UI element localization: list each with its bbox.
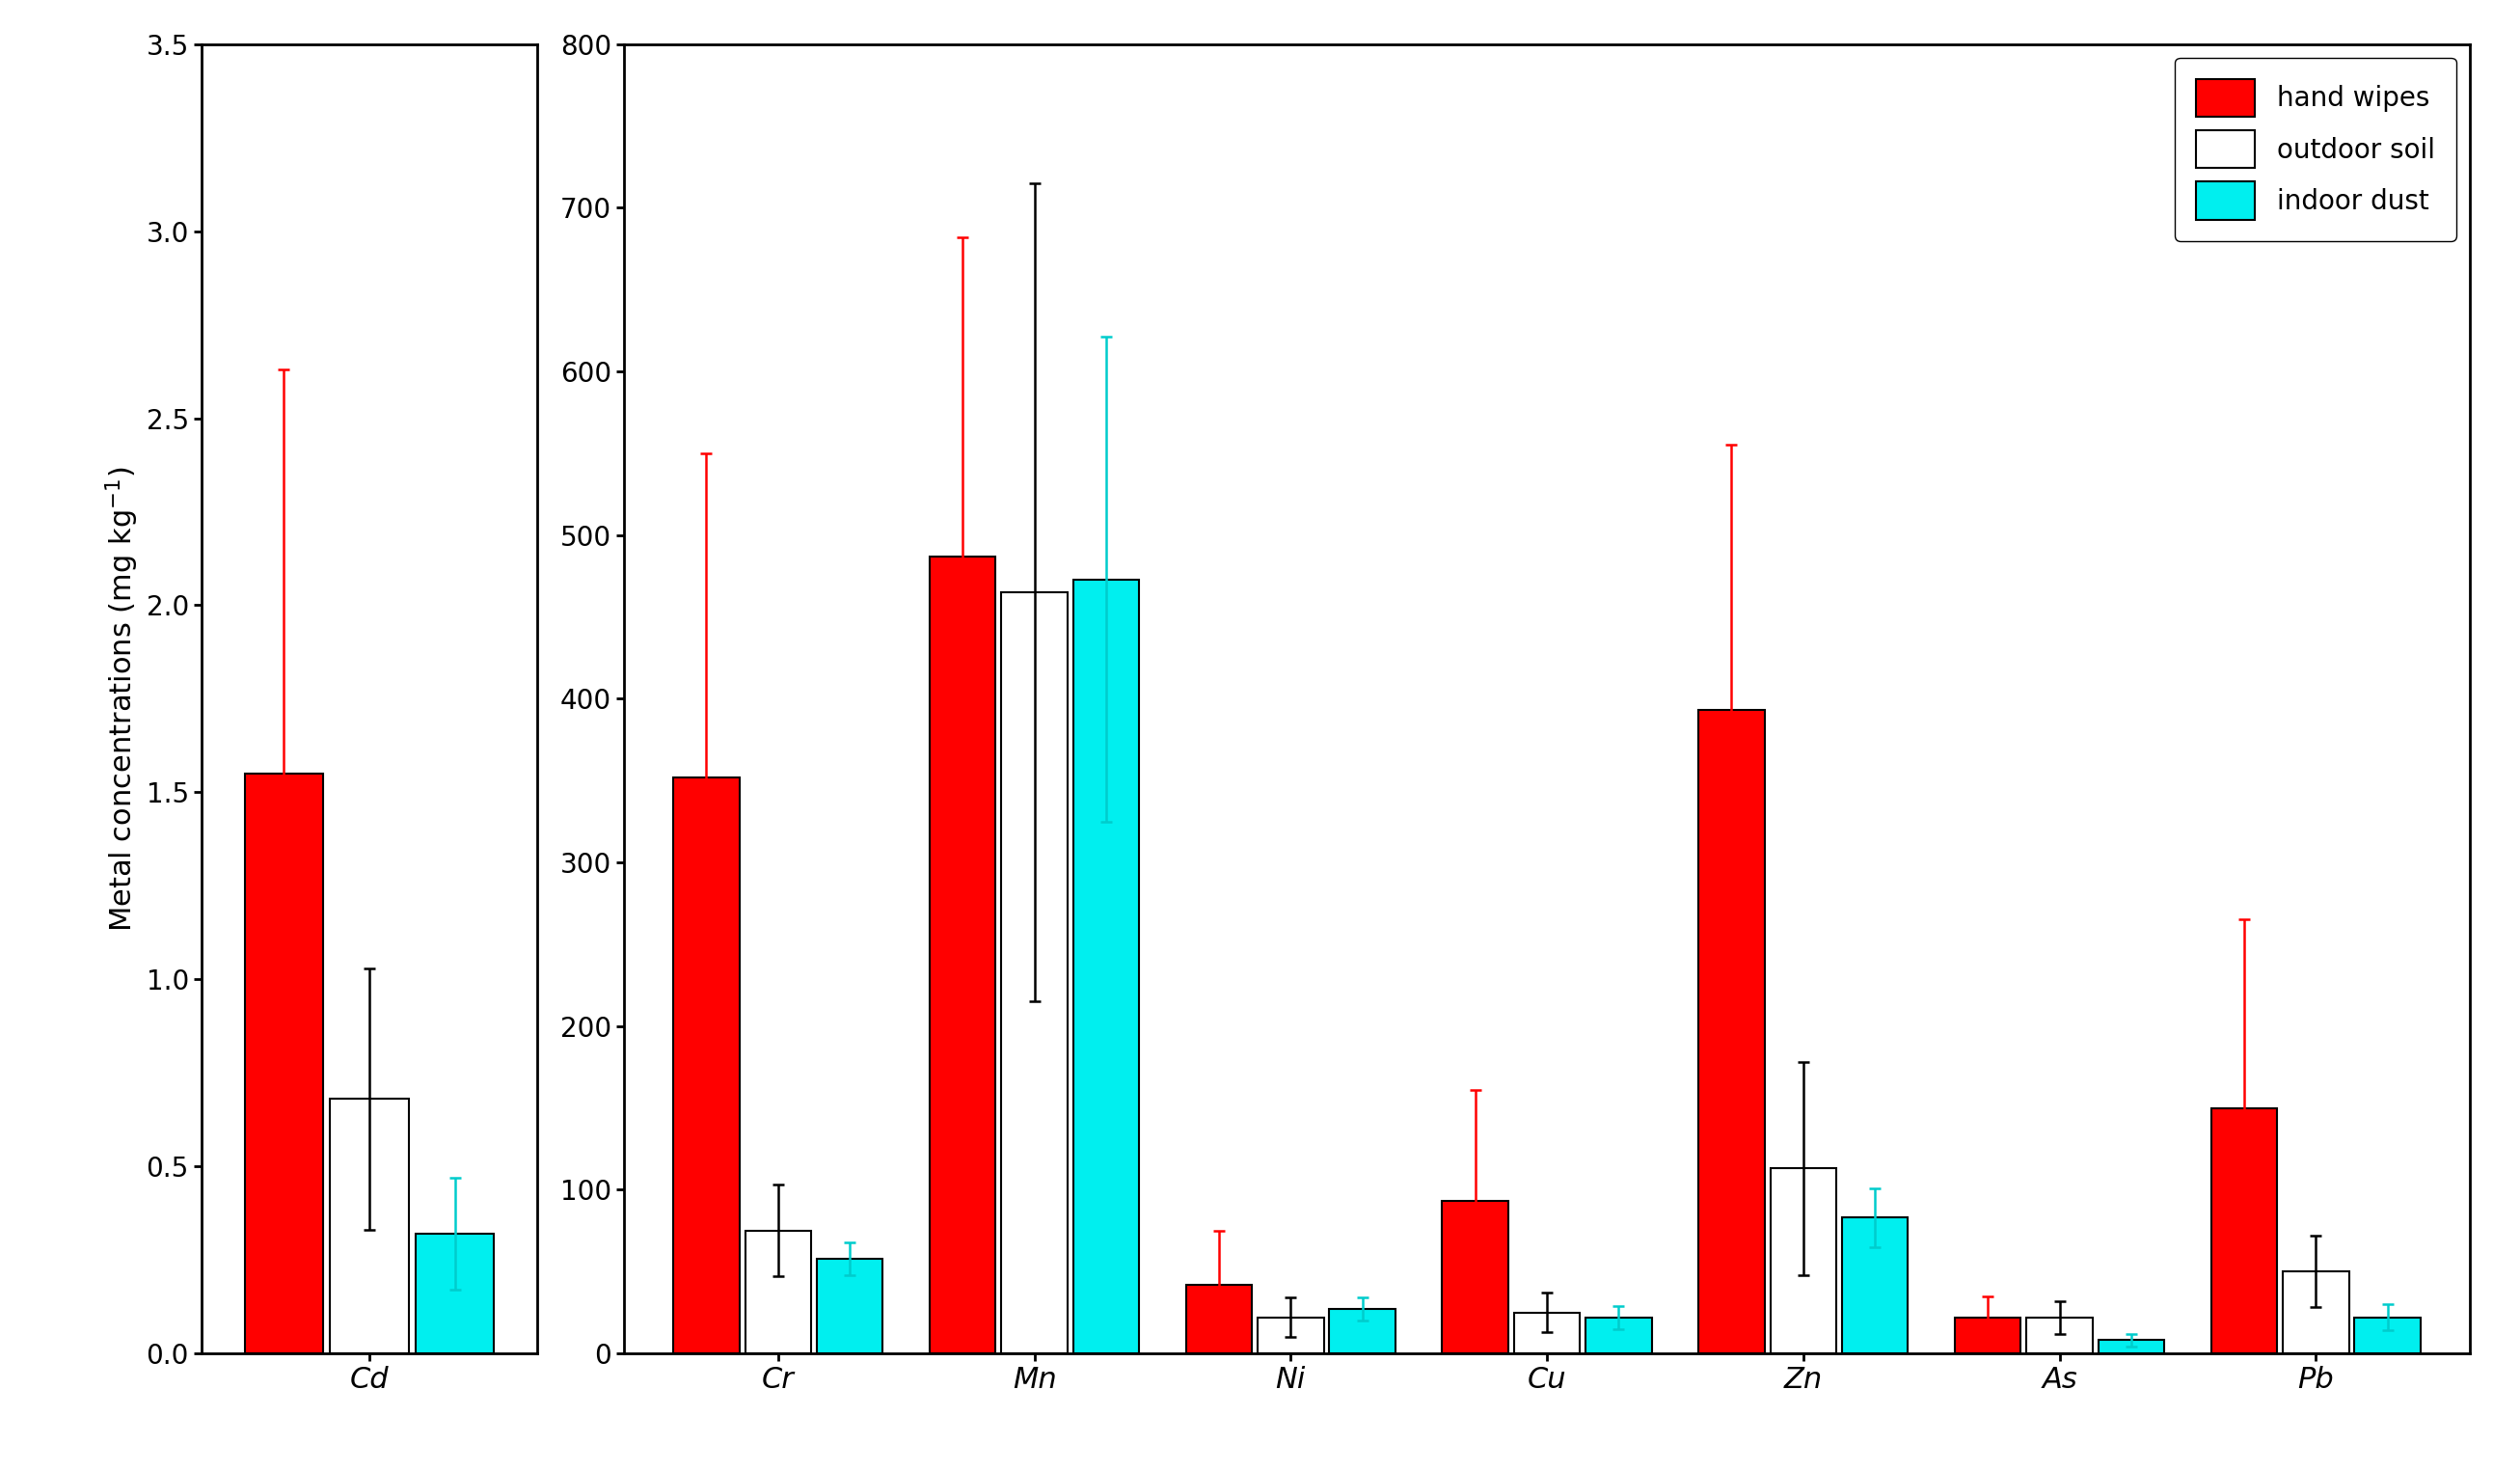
- Bar: [1000, 593, 1068, 1353]
- Bar: [1585, 1318, 1651, 1353]
- Bar: [330, 1099, 408, 1353]
- Y-axis label: Metal concentrations (mg kg$^{-1}$): Metal concentrations (mg kg$^{-1}$): [103, 466, 141, 931]
- Bar: [2099, 1340, 2165, 1353]
- Legend: hand wipes, outdoor soil, indoor dust: hand wipes, outdoor soil, indoor dust: [2175, 57, 2457, 241]
- Bar: [1331, 1309, 1396, 1353]
- Bar: [746, 1231, 811, 1353]
- Bar: [673, 777, 738, 1353]
- Bar: [1956, 1318, 2021, 1353]
- Bar: [1842, 1218, 1908, 1353]
- Bar: [244, 774, 323, 1353]
- Bar: [2210, 1108, 2278, 1353]
- Bar: [930, 556, 995, 1353]
- Bar: [1769, 1168, 1837, 1353]
- Bar: [1074, 580, 1139, 1353]
- Bar: [416, 1234, 494, 1353]
- Bar: [2026, 1318, 2092, 1353]
- Bar: [1257, 1318, 1323, 1353]
- Bar: [1441, 1202, 1507, 1353]
- Bar: [2354, 1318, 2422, 1353]
- Bar: [816, 1258, 882, 1353]
- Bar: [2283, 1271, 2349, 1353]
- Bar: [1698, 710, 1764, 1353]
- Bar: [1515, 1312, 1580, 1353]
- Bar: [1187, 1284, 1252, 1353]
